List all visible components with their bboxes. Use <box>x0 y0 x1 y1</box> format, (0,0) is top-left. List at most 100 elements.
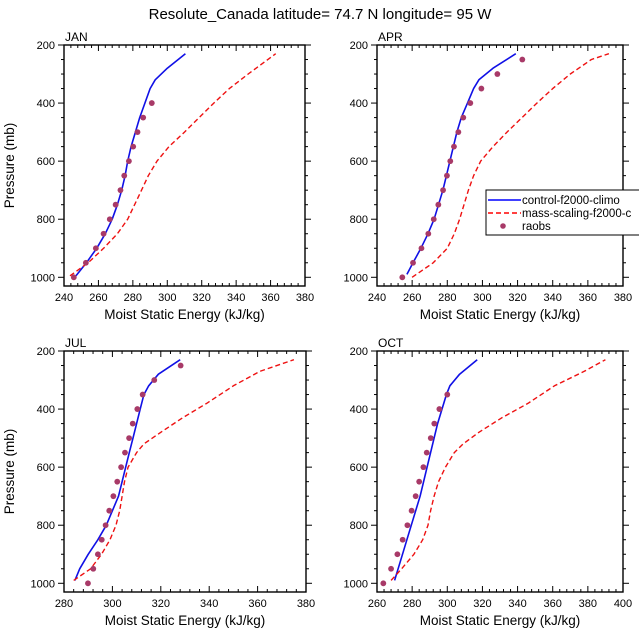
y-tick-label: 1000 <box>31 272 55 284</box>
raobs-point <box>427 435 434 442</box>
raobs-point <box>139 391 146 398</box>
legend-label: raobs <box>522 221 551 233</box>
raobs-point <box>467 100 474 106</box>
raobs-point <box>110 493 117 500</box>
legend-box <box>485 189 639 236</box>
y-axis-label: Pressure (mb) <box>2 123 17 209</box>
raobs-series <box>399 56 526 281</box>
y-axis-label: Pressure (mb) <box>2 429 17 515</box>
raobs-point <box>394 551 401 558</box>
x-tick-label: 300 <box>103 598 121 610</box>
raobs-point <box>151 377 158 383</box>
y-tick-label: 400 <box>37 98 55 110</box>
raobs-series <box>380 391 451 587</box>
mass-scaling-line <box>73 359 295 581</box>
x-tick-label: 360 <box>579 292 597 304</box>
x-tick-label: 320 <box>152 598 170 610</box>
raobs-point <box>494 71 501 77</box>
panels-group: 240 260 280 300 320 340 360 380 200 400 600 800 1000… <box>2 30 632 628</box>
raobs-point <box>129 420 136 427</box>
x-tick-label: 340 <box>227 292 245 304</box>
raobs-point <box>94 551 101 558</box>
x-tick-label: 300 <box>473 292 491 304</box>
panel-label: JUL <box>65 336 87 350</box>
y-tick-label: 600 <box>37 156 55 168</box>
x-tick-label: 240 <box>368 292 386 304</box>
raobs-point <box>416 478 423 485</box>
y-tick-label: 200 <box>37 346 55 358</box>
raobs-point <box>148 100 155 106</box>
y-tick-label: 600 <box>37 462 55 474</box>
raobs-point <box>102 522 109 529</box>
raobs-point <box>92 245 99 252</box>
x-tick-label: 380 <box>614 292 632 304</box>
raobs-point <box>82 259 89 266</box>
raobs-point <box>399 274 406 281</box>
x-tick-label: 340 <box>508 598 526 610</box>
raobs-point <box>455 129 462 136</box>
x-tick-label: 260 <box>89 292 107 304</box>
x-axis-label: Moist Static Energy (kJ/kg) <box>420 613 581 628</box>
x-tick-label: 360 <box>248 598 266 610</box>
panel-jul: 280 300 320 340 360 380 200 400 600 800 1000 JUL Moi… <box>2 336 315 628</box>
y-tick-label: 400 <box>37 404 55 416</box>
raobs-point <box>177 362 184 369</box>
plot-frame <box>376 350 624 593</box>
raobs-point <box>125 158 132 165</box>
raobs-point <box>420 464 427 471</box>
control-line <box>406 53 517 275</box>
legend-entry: mass-scaling-f2000-c <box>488 208 632 220</box>
legend: control-f2000-climomass-scaling-f2000-cr… <box>485 189 639 236</box>
plot-frame <box>376 44 624 287</box>
x-tick-label: 320 <box>193 292 211 304</box>
panel-oct: 260 280 300 320 340 360 380 400 200 400 600 800 1000… <box>344 336 633 628</box>
raobs-point <box>412 493 419 500</box>
mass-scaling-line <box>411 53 610 278</box>
mass-scaling-line <box>390 359 606 581</box>
x-tick-label: 260 <box>368 598 386 610</box>
x-tick-label: 380 <box>296 292 314 304</box>
raobs-point <box>444 391 451 398</box>
raobs-point <box>114 478 121 485</box>
raobs-point <box>106 216 113 223</box>
panel-label: APR <box>378 30 403 44</box>
legend-marker <box>500 223 506 229</box>
x-tick-label: 380 <box>297 598 315 610</box>
raobs-point <box>410 259 416 266</box>
raobs-point <box>134 129 141 136</box>
raobs-point <box>134 406 141 412</box>
panel-label: OCT <box>378 336 404 350</box>
raobs-point <box>130 143 137 150</box>
raobs-point <box>118 464 125 471</box>
y-tick-label: 800 <box>37 214 55 226</box>
control-line <box>393 359 478 581</box>
x-tick-label: 300 <box>438 598 456 610</box>
x-tick-label: 280 <box>403 598 421 610</box>
raobs-point <box>436 406 443 412</box>
raobs-point <box>519 56 526 63</box>
raobs-point <box>90 565 97 572</box>
x-tick-label: 240 <box>55 292 73 304</box>
y-tick-label: 400 <box>350 404 368 416</box>
x-tick-label: 340 <box>544 292 562 304</box>
y-tick-label: 800 <box>37 520 55 532</box>
y-tick-label: 800 <box>350 520 368 532</box>
x-tick-label: 300 <box>158 292 176 304</box>
x-axis-label: Moist Static Energy (kJ/kg) <box>105 613 266 628</box>
y-tick-label: 200 <box>37 40 55 52</box>
x-axis-label: Moist Static Energy (kJ/kg) <box>104 307 265 322</box>
plot-frame <box>63 44 306 287</box>
legend-label: control-f2000-climo <box>522 195 620 207</box>
raobs-point <box>100 230 107 237</box>
raobs-series <box>85 362 184 587</box>
y-tick-label: 800 <box>350 214 368 226</box>
raobs-point <box>430 216 437 223</box>
raobs-point <box>399 536 406 543</box>
raobs-point <box>460 114 467 121</box>
y-tick-label: 600 <box>350 156 368 168</box>
raobs-point <box>140 114 147 121</box>
raobs-point <box>380 580 387 587</box>
raobs-point <box>408 507 415 514</box>
y-tick-label: 600 <box>350 462 368 474</box>
